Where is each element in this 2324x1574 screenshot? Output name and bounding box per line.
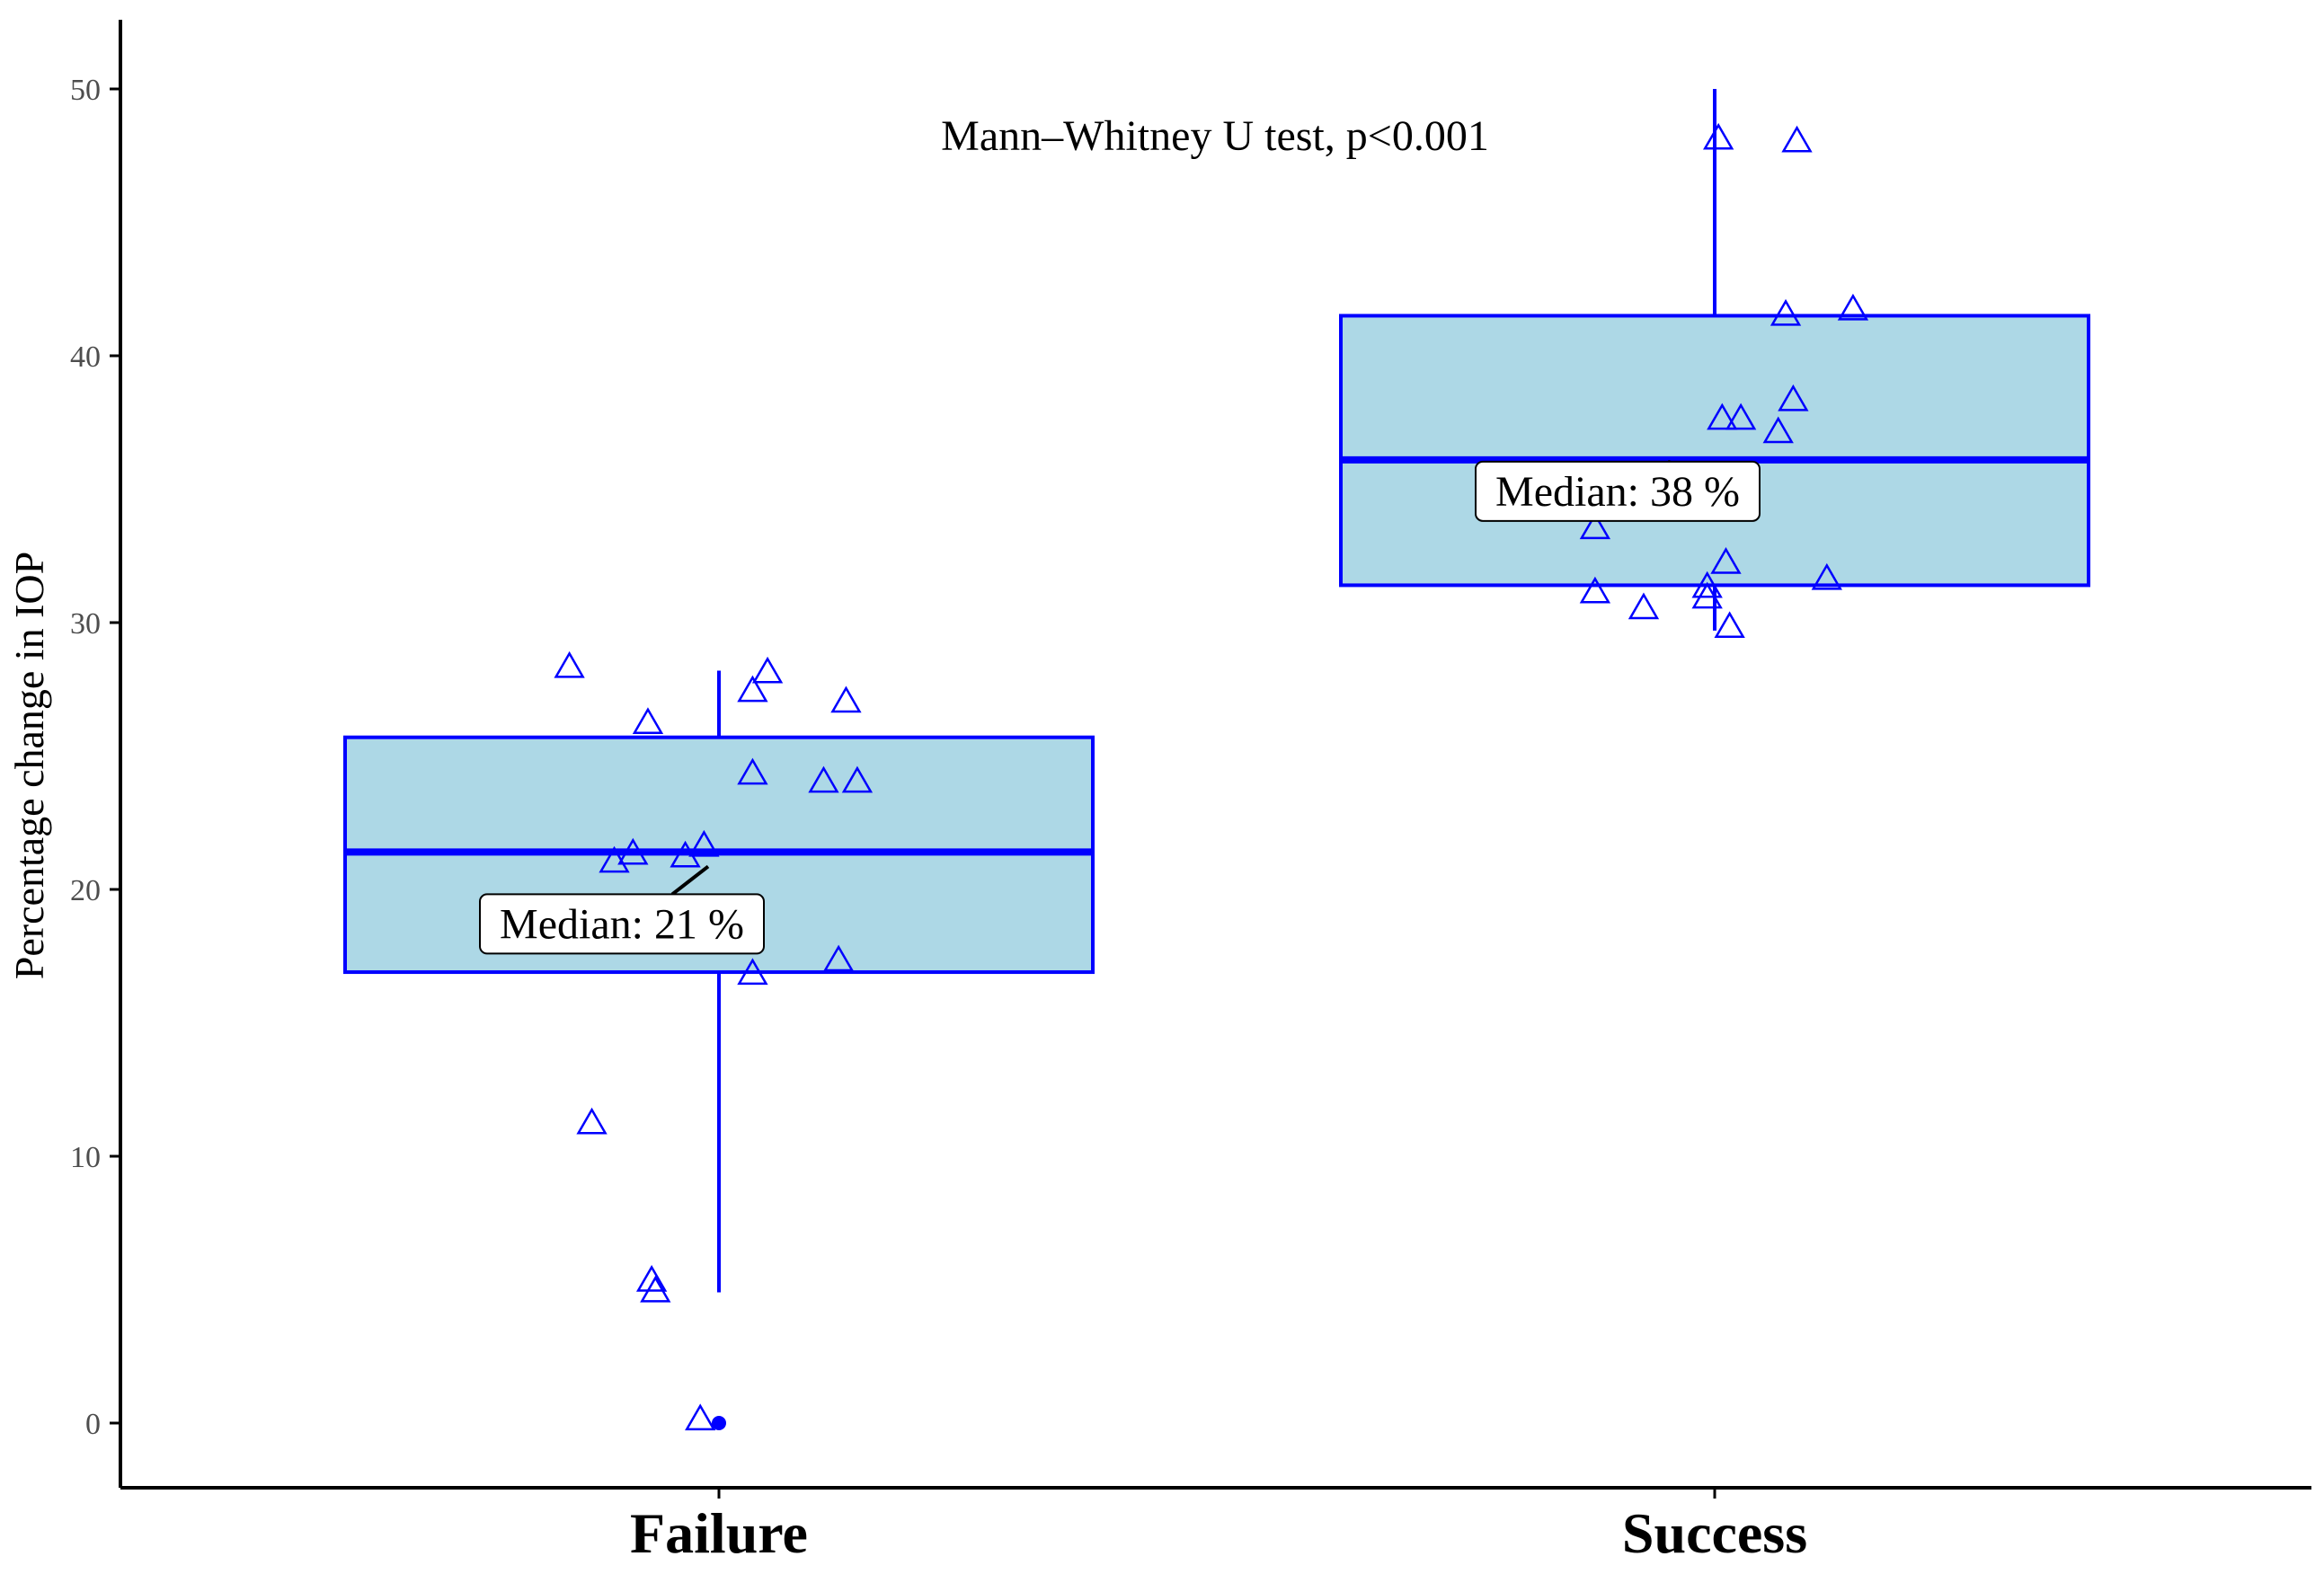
- y-tick-label: 30: [70, 607, 101, 641]
- median-labels-layer: Median: 21 % Median: 38 %: [479, 459, 1761, 955]
- success-data-point: [1579, 576, 1611, 604]
- failure-data-point: [737, 757, 768, 785]
- failure-data-point: [841, 765, 874, 793]
- success-data-point: [1762, 416, 1794, 444]
- failure-data-point: [685, 1403, 716, 1431]
- success-median-label-text: Median: 38 %: [1495, 468, 1740, 516]
- success-data-point: [1628, 592, 1660, 620]
- failure-data-point: [822, 944, 855, 972]
- failure-data-point: [632, 707, 664, 734]
- x-axis-ticks: Failure Success: [630, 1488, 1807, 1565]
- x-tick-label-failure: Failure: [630, 1501, 808, 1565]
- success-data-point: [1710, 547, 1742, 574]
- failure-data-point: [554, 650, 585, 678]
- failure-data-point: [737, 958, 768, 986]
- success-data-point: [1837, 293, 1869, 321]
- success-data-point: [1707, 402, 1738, 430]
- success-data-point: [1691, 581, 1723, 609]
- y-tick-label: 10: [70, 1141, 101, 1174]
- success-data-point: [1770, 298, 1802, 326]
- success-data-point: [1778, 384, 1809, 411]
- y-tick-label: 20: [70, 874, 101, 907]
- y-axis-ticks: 0 10 20 30 40 50: [70, 74, 120, 1441]
- success-box: [1339, 314, 2090, 588]
- failure-outlier-point: [712, 1416, 726, 1430]
- failure-data-point: [751, 656, 784, 684]
- y-tick-label: 0: [85, 1408, 101, 1441]
- success-data-point: [1579, 512, 1611, 540]
- points-layer: [554, 122, 1869, 1431]
- failure-data-point: [617, 837, 649, 865]
- success-data-point: [1714, 611, 1745, 639]
- failure-data-point: [635, 1264, 668, 1292]
- failure-data-point: [576, 1107, 608, 1135]
- stat-test-annotation: Mann–Whitney U test, p<0.001: [941, 112, 1489, 160]
- y-tick-label: 50: [70, 74, 101, 107]
- failure-data-point: [737, 675, 768, 703]
- failure-median-label-box: [479, 893, 765, 955]
- success-data-point: [1781, 125, 1813, 153]
- failure-data-point: [688, 829, 720, 857]
- x-tick-label-success: Success: [1622, 1501, 1807, 1565]
- y-tick-label: 40: [70, 340, 101, 374]
- failure-data-point: [808, 765, 839, 793]
- success-data-point: [1691, 570, 1723, 598]
- failure-data-point: [640, 1275, 671, 1303]
- success-data-point: [1811, 562, 1842, 590]
- y-axis-title: Percentage change in IOP: [6, 552, 52, 979]
- success-data-point: [1725, 402, 1757, 430]
- success-data-point: [1702, 122, 1734, 150]
- success-median-label-box: [1475, 460, 1761, 522]
- failure-data-point: [830, 685, 862, 713]
- boxes-layer: [343, 89, 2090, 1430]
- failure-median-label-text: Median: 21 %: [500, 900, 744, 948]
- failure-median-label-leader: [670, 864, 710, 897]
